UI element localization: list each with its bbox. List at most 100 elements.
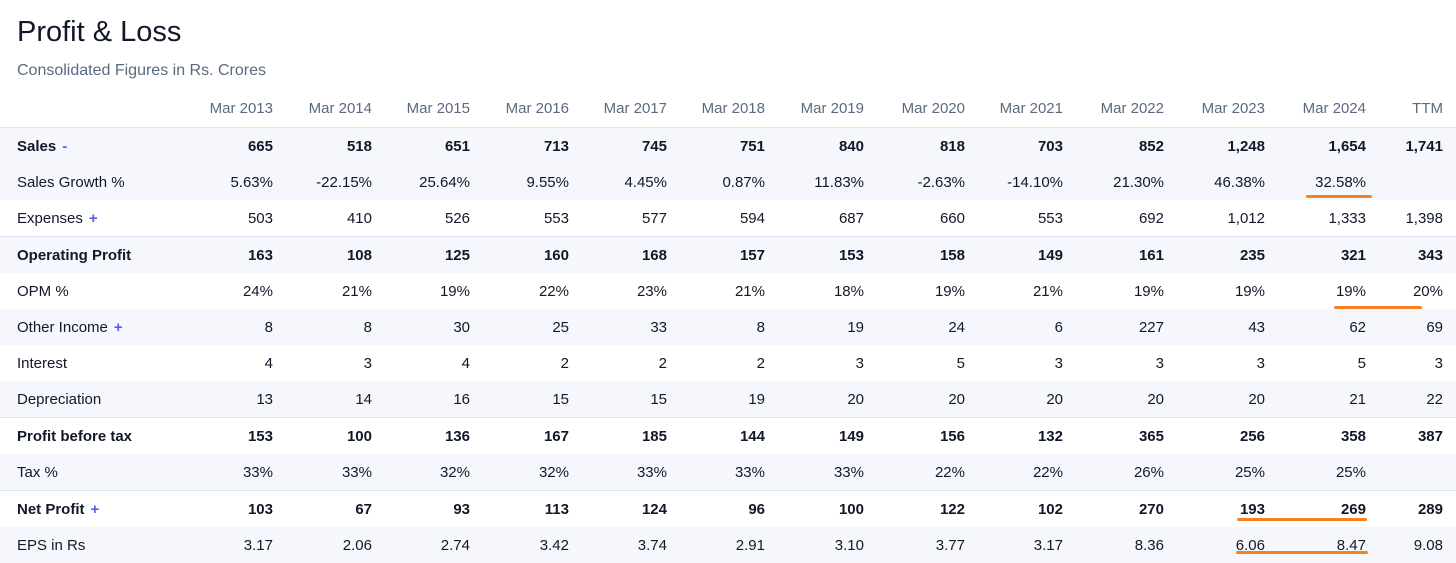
table-cell: 3 [1155, 354, 1164, 372]
table-cell: 16 [453, 390, 470, 408]
table-cell: 6.06 [1235, 536, 1265, 554]
table-row: EPS in Rs 3.17 2.06 2.74 3.42 3.74 2.91 3.10 3.7… [0, 527, 1456, 563]
column-header: Mar 2024 [1302, 100, 1366, 117]
table-cell: 26% [1133, 463, 1164, 481]
expand-toggle-button[interactable]: + [113, 318, 123, 336]
table-cell: 100 [838, 500, 864, 518]
table-cell: 410 [346, 209, 372, 227]
table-cell: 132 [1037, 427, 1063, 445]
table-cell: 20 [1248, 390, 1265, 408]
table-cell: 713 [543, 137, 569, 155]
expand-toggle-button[interactable]: + [88, 209, 98, 227]
column-header: Mar 2021 [999, 100, 1063, 117]
table-cell: 193 [1239, 500, 1265, 518]
table-cell: 103 [247, 500, 273, 518]
row-label: Sales Growth % [17, 173, 125, 191]
row-label-cell[interactable]: Net Profit + [17, 491, 99, 527]
table-cell: 387 [1417, 427, 1443, 445]
row-label-cell[interactable]: Sales - [17, 128, 67, 164]
table-cell: 518 [346, 137, 372, 155]
row-label: Expenses [17, 209, 83, 227]
table-cell: 8 [756, 318, 765, 336]
table-cell: -22.15% [316, 173, 372, 191]
table-cell: 2.06 [342, 536, 372, 554]
table-cell: 840 [838, 137, 864, 155]
table-cell: 660 [939, 209, 965, 227]
expand-toggle-button[interactable]: + [90, 500, 100, 518]
table-row: Sales Growth % 5.63% -22.15% 25.64% 9.55% 4.4… [0, 164, 1456, 200]
row-label: Profit before tax [17, 427, 133, 445]
table-cell: 3 [1054, 354, 1063, 372]
table-cell: 3 [1256, 354, 1265, 372]
row-label: EPS in Rs [17, 536, 86, 554]
table-cell: 651 [444, 137, 470, 155]
table-cell: 124 [641, 500, 667, 518]
table-cell: 358 [1340, 427, 1366, 445]
table-cell: 818 [939, 137, 965, 155]
table-cell: 18% [833, 282, 864, 300]
table-cell: 33 [650, 318, 667, 336]
table-cell: 745 [641, 137, 667, 155]
table-cell: 3 [1434, 354, 1443, 372]
row-label-cell[interactable]: Other Income + [17, 309, 123, 345]
table-cell: 15 [650, 390, 667, 408]
table-cell: 365 [1138, 427, 1164, 445]
row-label-cell: EPS in Rs [17, 527, 85, 563]
collapse-toggle-button[interactable]: - [62, 137, 68, 155]
table-cell: 3.42 [539, 536, 569, 554]
table-cell: 553 [543, 209, 569, 227]
column-header: Mar 2014 [308, 100, 372, 117]
highlight-underline [1236, 551, 1368, 554]
row-label: Operating Profit [17, 246, 132, 264]
table-cell: 227 [1138, 318, 1164, 336]
table-cell: 1,333 [1328, 209, 1366, 227]
table-cell: 751 [739, 137, 765, 155]
table-cell: 62 [1349, 318, 1366, 336]
table-cell: 153 [247, 427, 273, 445]
table-row: Operating Profit 163 108 125 160 168 157 153 158… [0, 236, 1456, 273]
table-row: Other Income +8 8 30 25 33 8 19 24 6 227 43 62 69 [0, 309, 1456, 345]
table-cell: 2 [658, 354, 667, 372]
table-cell: 5.63% [230, 173, 273, 191]
column-header: Mar 2020 [901, 100, 965, 117]
table-cell: 163 [247, 246, 273, 264]
table-cell: 270 [1138, 500, 1164, 518]
table-cell: 14 [355, 390, 372, 408]
table-cell: 33% [341, 463, 372, 481]
table-cell: 108 [346, 246, 372, 264]
row-label-cell: Profit before tax [17, 418, 132, 454]
table-row: Tax % 33% 33% 32% 32% 33% 33% 33% 22% 22% 26% 25% 25… [0, 454, 1456, 490]
table-cell: 3.17 [1033, 536, 1063, 554]
table-cell: 6 [1054, 318, 1063, 336]
table-cell: 153 [838, 246, 864, 264]
table-cell: 22% [538, 282, 569, 300]
table-cell: 24% [242, 282, 273, 300]
table-cell: 144 [739, 427, 765, 445]
row-label-cell[interactable]: Expenses + [17, 200, 98, 236]
table-cell: 577 [641, 209, 667, 227]
column-header: Mar 2018 [701, 100, 765, 117]
table-cell: 9.08 [1413, 536, 1443, 554]
table-cell: 158 [939, 246, 965, 264]
row-label: Interest [17, 354, 68, 372]
table-cell: 32% [538, 463, 569, 481]
table-cell: 3.77 [935, 536, 965, 554]
page-subtitle: Consolidated Figures in Rs. Crores [17, 62, 266, 79]
row-label-cell: Sales Growth % [17, 164, 125, 200]
table-cell: 553 [1037, 209, 1063, 227]
table-cell: 13 [256, 390, 273, 408]
table-cell: 665 [247, 137, 273, 155]
table-cell: 21% [734, 282, 765, 300]
table-cell: 69 [1426, 318, 1443, 336]
table-cell: 19 [748, 390, 765, 408]
table-cell: 289 [1417, 500, 1443, 518]
row-label-cell: Depreciation [17, 381, 101, 417]
table-cell: 1,654 [1328, 137, 1366, 155]
table-cell: 703 [1037, 137, 1063, 155]
table-cell: 22% [934, 463, 965, 481]
table-cell: 4 [461, 354, 470, 372]
table-cell: 343 [1417, 246, 1443, 264]
table-cell: 8 [264, 318, 273, 336]
table-cell: 20 [948, 390, 965, 408]
table-cell: 33% [636, 463, 667, 481]
